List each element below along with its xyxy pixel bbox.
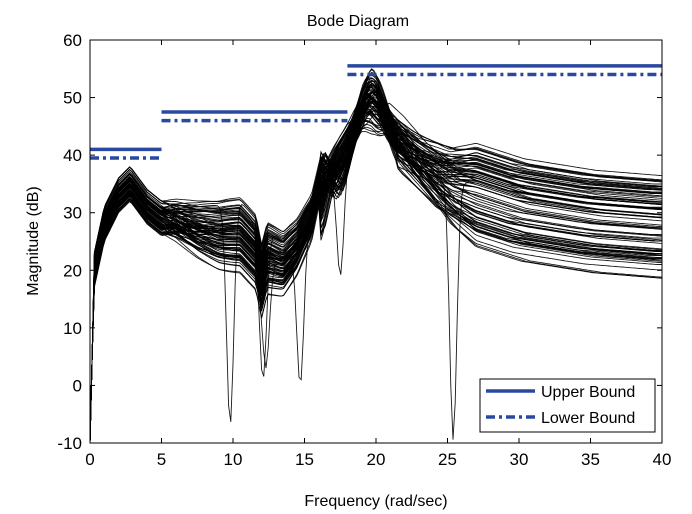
legend-label-lower: Lower Bound (541, 410, 635, 427)
y-tick-label: 10 (63, 319, 82, 338)
x-tick-label: 10 (224, 450, 243, 469)
x-tick-label: 40 (653, 450, 672, 469)
y-tick-label: 60 (63, 31, 82, 50)
y-tick-label: 40 (63, 146, 82, 165)
y-tick-label: 30 (63, 204, 82, 223)
x-tick-label: 20 (367, 450, 386, 469)
y-tick-label: -10 (57, 434, 82, 453)
legend-label-upper: Upper Bound (541, 384, 635, 401)
x-tick-label: 0 (85, 450, 94, 469)
y-axis-title: Magnitude (dB) (25, 186, 42, 295)
x-tick-label: 5 (157, 450, 166, 469)
x-tick-label: 30 (510, 450, 529, 469)
x-tick-label: 25 (438, 450, 457, 469)
chart-title: Bode Diagram (307, 13, 409, 30)
x-axis-title: Frequency (rad/sec) (304, 493, 447, 510)
x-tick-label: 35 (581, 450, 600, 469)
x-tick-label: 15 (295, 450, 314, 469)
y-tick-label: 50 (63, 89, 82, 108)
y-tick-label: 20 (63, 261, 82, 280)
legend: Upper Bound Lower Bound (480, 379, 655, 432)
y-tick-label: 0 (73, 376, 82, 395)
